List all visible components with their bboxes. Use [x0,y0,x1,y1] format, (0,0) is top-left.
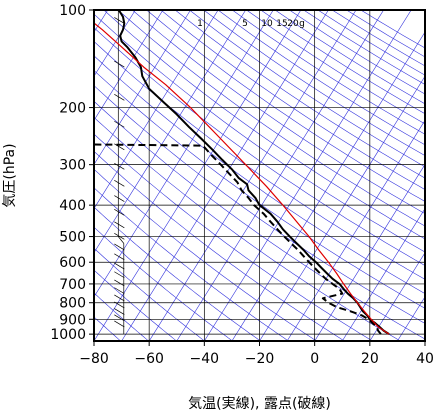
dry-adiabat-line [94,100,425,340]
dry-adiabat-line [94,41,425,280]
y-tick-label: 600 [59,255,86,271]
dry-adiabat-line [94,70,425,309]
wind-barb [114,221,125,229]
wind-barb [114,253,125,261]
y-tick-label: 700 [59,277,86,293]
dry-adiabat-line [174,10,425,179]
dry-adiabat-line [117,10,425,227]
dry-adiabat-line [217,10,425,146]
wind-barb [114,243,125,251]
dry-adiabat-line [94,187,290,341]
x-axis-ticks: −80 −60 −40 −20 0 20 40 [79,341,434,367]
wind-barb [114,294,125,302]
mixing-ratio-label: 1 [197,19,203,29]
y-tick-label: 900 [59,312,86,328]
dry-adiabat-line [94,13,425,253]
x-axis-title: 気温(実線), 露点(破線) [188,396,331,412]
y-tick-label: 1000 [50,327,86,343]
isotherm-line [424,340,425,341]
wind-barb [114,209,125,216]
wind-barbs [114,10,125,335]
series-line-2 [94,22,390,335]
isotherm-line [148,10,357,341]
isotherm-line [341,208,425,341]
x-tick-label: 0 [310,351,319,367]
isotherm-line [314,163,425,341]
dry-adiabat-line [94,133,373,341]
isotherm-line [204,10,412,341]
y-tick-label: 500 [59,230,86,246]
x-tick-label: −20 [245,351,275,367]
isotherm-line [259,75,425,341]
wind-barb [114,279,125,287]
x-tick-label: −60 [134,351,164,367]
y-tick-label: 100 [59,3,86,19]
x-tick-label: −80 [79,351,109,367]
isotherm-line [369,252,425,341]
wind-barb [114,162,125,170]
y-tick-label: 300 [59,158,86,174]
series-line-1 [94,143,382,335]
data-series [94,10,390,335]
isotherm-line [94,10,302,341]
isotherm-line [231,31,425,341]
dry-adiabat-line [188,10,425,168]
y-tick-label: 400 [59,198,86,214]
mixing-ratio-labels: 1 5 10 15 20 g [197,19,305,29]
grid-lines [94,10,425,341]
dry-adiabat-line [94,116,401,341]
dry-adiabat-line [94,168,317,341]
wind-barb [114,180,125,187]
dry-adiabat-line [94,226,234,341]
mixing-ratio-label: 20 [287,19,299,29]
isotherm-line [94,10,164,121]
dry-adiabat-line [203,10,425,156]
dry-adiabat-line [131,10,425,214]
dry-adiabat-line [103,10,425,240]
wind-barb [114,17,125,24]
x-tick-label: 20 [361,351,379,367]
mixing-ratio-label: 15 [276,19,287,29]
wind-barb [114,60,125,68]
mixing-ratio-label: g [299,19,305,29]
dry-adiabat-line [94,269,178,341]
wind-barb [114,320,125,328]
isotherm-line [121,10,329,341]
wind-barb [114,287,125,294]
dry-adiabat-line [94,292,150,341]
isotherm-line [94,10,246,254]
dry-adiabat-line [160,10,425,190]
isotherm-line [286,119,425,341]
isotherm-line [94,10,191,166]
wind-barb [114,94,125,101]
isotherm-line [94,10,219,210]
dry-adiabat-line [94,206,262,341]
dry-adiabat-line [94,85,425,324]
mixing-ratio-label: 10 [261,19,273,29]
y-tick-label: 200 [59,101,86,117]
wind-barb [114,262,125,270]
wind-barb [114,120,125,128]
wind-barb [114,195,125,202]
dry-adiabat-line [94,27,425,266]
dry-adiabat-line [146,10,425,202]
isotherm-line [176,10,384,341]
isotherm-line [94,10,274,298]
dry-adiabat-line [94,316,122,341]
x-tick-label: −40 [190,351,220,367]
x-tick-label: 40 [416,351,434,367]
wind-barb [114,301,125,309]
wind-barb [114,271,125,279]
mixing-ratio-label: 5 [242,19,248,29]
wind-barb [114,314,125,322]
wind-barb [114,308,125,315]
dry-adiabat-line [94,247,206,341]
isotherm-line [94,10,136,77]
y-tick-label: 800 [59,296,86,312]
wind-barb [114,233,125,240]
wind-barb [114,143,125,151]
y-axis-title: 気圧(hPa) [2,143,18,207]
